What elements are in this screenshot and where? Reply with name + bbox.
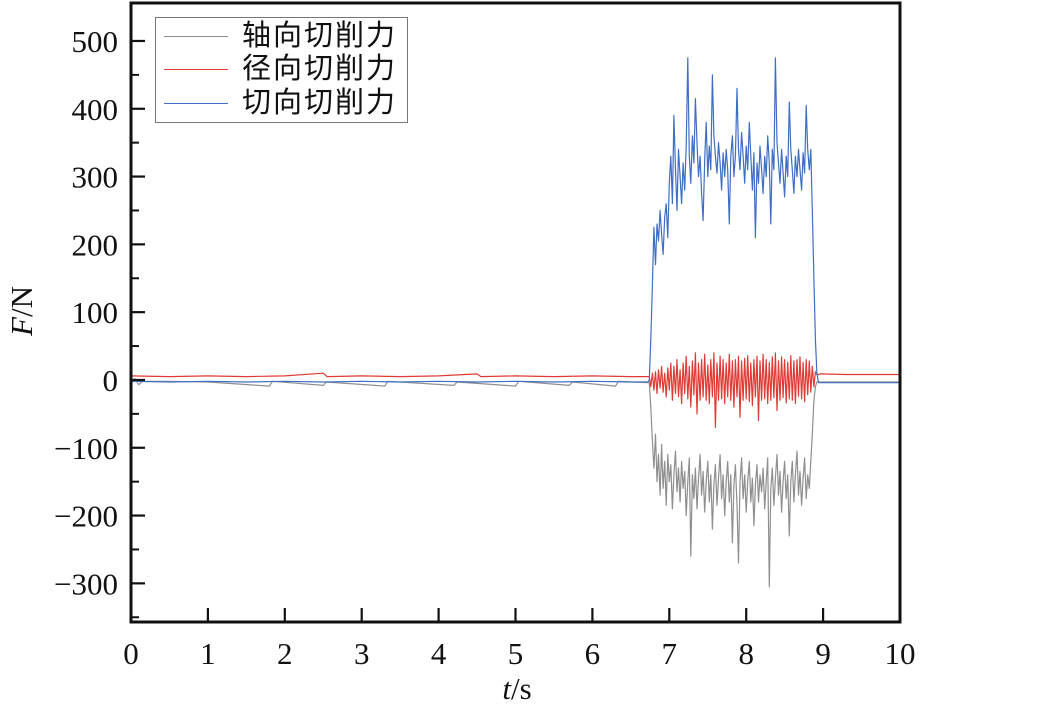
legend-item-radial: 径向切削力 [156,53,407,86]
x-tick-label: 2 [277,636,293,671]
x-tick-label: 6 [585,636,601,671]
legend-label-radial: 径向切削力 [242,53,398,86]
legend: 轴向切削力 径向切削力 切向切削力 [155,17,408,123]
y-tick-label: 500 [72,24,119,59]
x-tick-label: 3 [354,636,370,671]
x-axis-symbol: t [502,671,511,706]
x-tick-label: 5 [508,636,524,671]
y-axis-symbol: F [4,317,39,336]
y-tick-label: 400 [72,92,119,127]
x-tick-label: 9 [815,636,831,671]
series-line-tangential [130,57,901,384]
legend-line-radial [164,69,228,71]
legend-line-axial [164,36,228,38]
x-tick-label: 8 [738,636,754,671]
legend-line-tangential [164,102,228,104]
legend-item-axial: 轴向切削力 [156,20,407,53]
plot-box [129,1,902,624]
x-tick-label: 7 [662,636,678,671]
y-tick-label: 0 [103,363,119,398]
x-axis-unit: /s [510,671,532,706]
series-line-radial [130,352,901,428]
x-axis-label: t/s [502,671,531,707]
legend-label-axial: 轴向切削力 [242,20,398,53]
y-axis-label: F/N [4,286,40,336]
y-tick-label: 300 [72,160,119,195]
x-tick-label: 1 [200,636,216,671]
y-tick-label: −300 [54,566,118,601]
legend-item-tangential: 切向切削力 [156,87,407,120]
x-tick-label: 4 [431,636,447,671]
y-tick-label: 100 [72,295,119,330]
series-line-axial [130,378,901,588]
y-tick-label: 200 [72,227,119,262]
legend-label-tangential: 切向切削力 [242,86,398,119]
x-tick-label: 0 [123,636,139,671]
y-tick-label: −100 [54,431,118,466]
y-tick-label: −200 [54,499,118,534]
y-axis-unit: /N [4,286,39,318]
x-tick-label: 10 [885,636,916,671]
